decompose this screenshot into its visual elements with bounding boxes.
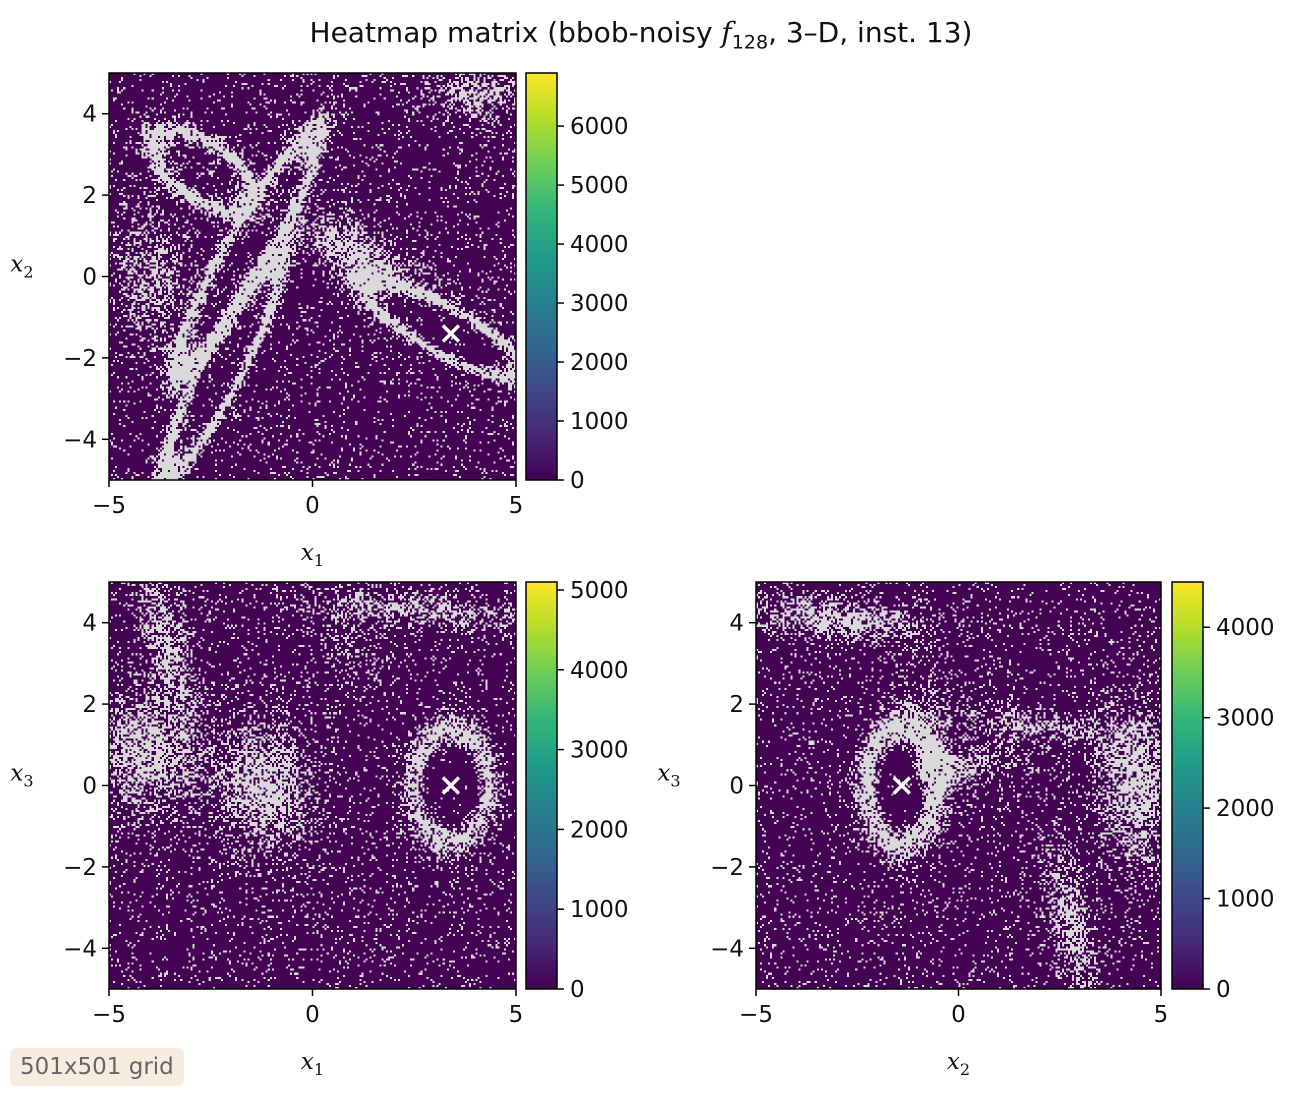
colorbar-frame bbox=[525, 72, 558, 481]
colorbar-tick-label: 1000 bbox=[1216, 887, 1275, 913]
y-tick-label: 2 bbox=[82, 692, 97, 718]
y-tick-label: 4 bbox=[82, 611, 97, 637]
heatmap-cells-1 bbox=[109, 73, 516, 480]
optimum-marker bbox=[892, 776, 912, 795]
x-tick-label: −5 bbox=[92, 1002, 126, 1028]
x-tick-label: 5 bbox=[1154, 1002, 1169, 1028]
colorbar-tick-label: 1000 bbox=[570, 897, 629, 923]
colorbar-tick-label: 1000 bbox=[570, 409, 629, 435]
colorbar-frame bbox=[1171, 581, 1204, 990]
heatmap-cells-3 bbox=[756, 582, 1161, 989]
colorbar-tick-label: 2000 bbox=[570, 350, 629, 376]
x-axis-label: x2 bbox=[947, 1049, 970, 1079]
y-axis-label: x3 bbox=[657, 761, 680, 791]
colorbar-tick-label: 4000 bbox=[1216, 615, 1275, 641]
colorbar-tick-label: 2000 bbox=[570, 817, 629, 843]
heatmap-cells-2 bbox=[109, 582, 516, 989]
colorbar-3 bbox=[1172, 582, 1203, 989]
y-tick-label: 2 bbox=[729, 692, 744, 718]
x-tick-label: 5 bbox=[509, 493, 524, 519]
y-tick-label: −2 bbox=[710, 855, 744, 881]
y-tick-label: 0 bbox=[729, 774, 744, 800]
x-tick-label: −5 bbox=[92, 493, 126, 519]
optimum-marker bbox=[441, 776, 461, 795]
colorbar-tick-label: 4000 bbox=[570, 658, 629, 684]
x-tick-label: −5 bbox=[739, 1002, 773, 1028]
x-tick-label: 0 bbox=[305, 1002, 320, 1028]
colorbar-tick-label: 3000 bbox=[1216, 706, 1275, 732]
colorbar-tick-label: 5000 bbox=[570, 578, 629, 604]
colorbar-tick-label: 0 bbox=[570, 468, 585, 494]
colorbar-tick-label: 6000 bbox=[570, 114, 629, 140]
y-tick-label: 2 bbox=[82, 183, 97, 209]
colorbar-tick-label: 4000 bbox=[570, 232, 629, 258]
y-tick-label: 0 bbox=[82, 774, 97, 800]
optimum-marker bbox=[441, 324, 461, 343]
y-tick-label: −4 bbox=[63, 427, 97, 453]
colorbar-tick-label: 0 bbox=[1216, 977, 1231, 1003]
colorbar-1 bbox=[526, 73, 557, 480]
y-tick-label: 0 bbox=[82, 265, 97, 291]
y-tick-label: −2 bbox=[63, 855, 97, 881]
colorbar-tick-label: 3000 bbox=[570, 291, 629, 317]
plot-frame bbox=[755, 581, 1162, 990]
colorbar-2 bbox=[526, 582, 557, 989]
y-tick-label: −4 bbox=[63, 936, 97, 962]
y-tick-label: 4 bbox=[82, 102, 97, 128]
colorbar-tick-label: 3000 bbox=[570, 738, 629, 764]
y-tick-label: 4 bbox=[729, 611, 744, 637]
x-tick-label: 0 bbox=[951, 1002, 966, 1028]
colorbar-tick-label: 5000 bbox=[570, 173, 629, 199]
x-tick-label: 0 bbox=[305, 493, 320, 519]
colorbar-tick-label: 0 bbox=[570, 977, 585, 1003]
colorbar-frame bbox=[525, 581, 558, 990]
figure-title: Heatmap matrix (bbob-noisy f128, 3–D, in… bbox=[309, 16, 973, 54]
x-tick-label: 5 bbox=[509, 1002, 524, 1028]
grid-size-badge: 501x501 grid bbox=[10, 1048, 184, 1086]
y-tick-label: −2 bbox=[63, 346, 97, 372]
colorbar-tick-label: 2000 bbox=[1216, 796, 1275, 822]
y-tick-label: −4 bbox=[710, 936, 744, 962]
